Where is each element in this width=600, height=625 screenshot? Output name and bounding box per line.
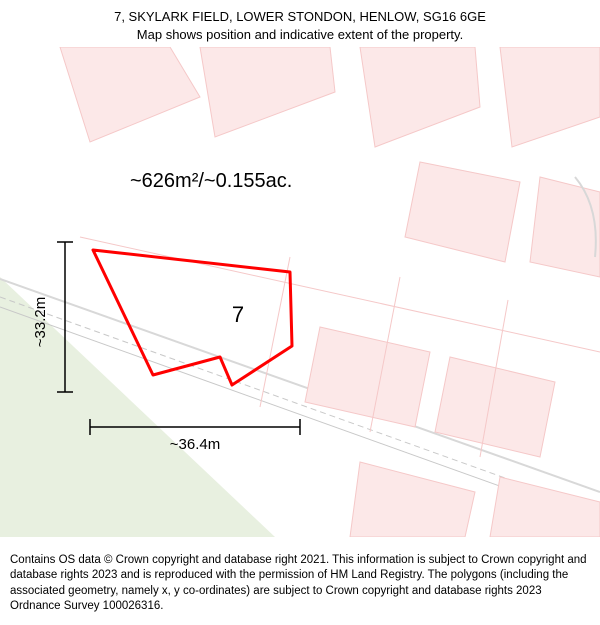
property-boundary bbox=[93, 250, 292, 385]
height-label: ~33.2m bbox=[32, 297, 49, 347]
copyright-text: Contains OS data © Crown copyright and d… bbox=[10, 554, 587, 613]
building-block bbox=[500, 47, 600, 147]
subtitle-line: Map shows position and indicative extent… bbox=[10, 26, 590, 44]
plot-number-label: 7 bbox=[232, 302, 244, 327]
building-block bbox=[530, 177, 600, 277]
building-block bbox=[60, 47, 200, 142]
map-canvas: 7 ~626m²/~0.155ac. ~33.2m ~36.4m bbox=[0, 47, 600, 537]
building-block bbox=[200, 47, 335, 137]
copyright-footer: Contains OS data © Crown copyright and d… bbox=[0, 547, 600, 625]
map-svg: 7 ~626m²/~0.155ac. ~33.2m ~36.4m bbox=[0, 47, 600, 537]
area-label: ~626m²/~0.155ac. bbox=[130, 170, 292, 192]
address-line: 7, SKYLARK FIELD, LOWER STONDON, HENLOW,… bbox=[10, 8, 590, 26]
building-block bbox=[360, 47, 480, 147]
width-label: ~36.4m bbox=[170, 436, 220, 453]
building-block bbox=[305, 327, 430, 427]
map-header: 7, SKYLARK FIELD, LOWER STONDON, HENLOW,… bbox=[0, 0, 600, 47]
building-block bbox=[350, 462, 475, 537]
building-block bbox=[405, 162, 520, 262]
plot-line bbox=[260, 257, 290, 407]
